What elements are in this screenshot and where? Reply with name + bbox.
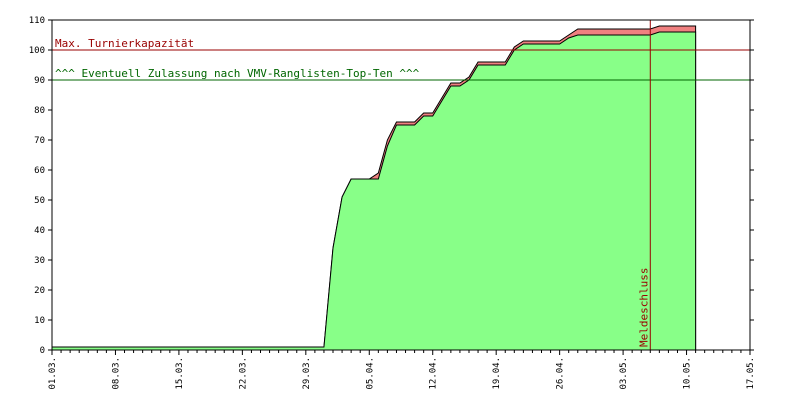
y-tick-label: 30 — [34, 256, 45, 266]
series-outline-confirmed — [52, 31, 697, 350]
x-tick-label: 15.03. — [175, 357, 185, 390]
y-tick-label: 80 — [34, 106, 45, 116]
y-tick-label: 40 — [34, 226, 45, 236]
y-tick-label: 110 — [29, 16, 45, 26]
y-tick-label: 60 — [34, 166, 45, 176]
x-tick-label: 10.05. — [683, 357, 693, 390]
x-tick-label: 22.03. — [238, 357, 248, 390]
x-tick-label: 17.05. — [746, 357, 756, 390]
series-layer — [52, 25, 697, 350]
y-tick-label: 90 — [34, 76, 45, 86]
x-tick-label: 26.04. — [556, 357, 566, 390]
y-tick-label: 100 — [29, 46, 45, 56]
y-tick-label: 0 — [40, 346, 45, 356]
series-area-confirmed — [52, 32, 696, 350]
x-tick-label: 19.04. — [492, 357, 502, 390]
ref-label-h-1: ^^^ Eventuell Zulassung nach VMV-Ranglis… — [55, 67, 420, 80]
plot-frame — [51, 19, 751, 351]
x-tick-label: 29.03. — [302, 357, 312, 390]
reference-lines: Max. Turnierkapazität ^^^ Eventuell Zulas… — [52, 20, 750, 350]
y-tick-label: 10 — [34, 316, 45, 326]
x-tick-label: 08.03. — [111, 357, 121, 390]
y-tick-label: 20 — [34, 286, 45, 296]
ref-label-h-0: Max. Turnierkapazität — [55, 37, 194, 50]
y-tick-label: 70 — [34, 136, 45, 146]
x-tick-label: 05.04. — [365, 357, 375, 390]
x-tick-label: 01.03. — [48, 357, 58, 390]
y-tick-label: 50 — [34, 196, 45, 206]
x-tick-label: 12.04. — [429, 357, 439, 390]
x-tick-label: 03.05. — [619, 357, 629, 390]
ref-label-v-2: Meldeschluss — [637, 268, 650, 347]
axes: 0 10 20 30 40 50 60 70 80 90 100 110 01.03. 08.03. 15.… — [29, 16, 756, 390]
